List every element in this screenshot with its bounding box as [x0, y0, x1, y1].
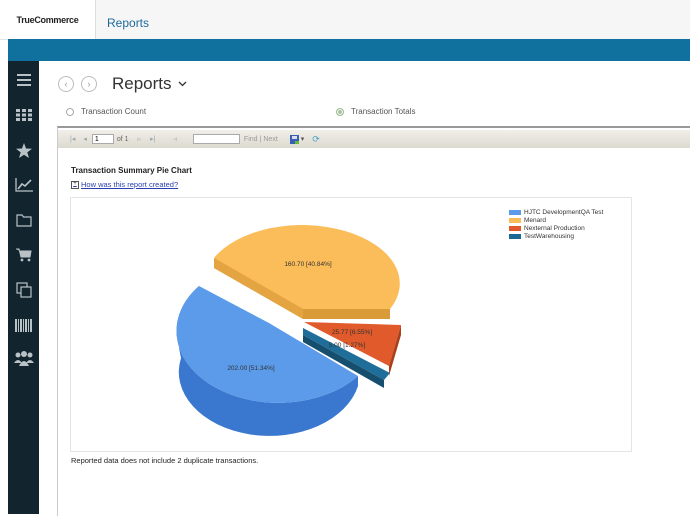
- legend-swatch: [509, 217, 521, 223]
- report-info-link[interactable]: + How was this report created?: [71, 180, 178, 189]
- chart-line-icon[interactable]: [8, 173, 39, 197]
- legend-label: Nexternal Production: [524, 224, 585, 232]
- radio-transaction-count[interactable]: Transaction Count: [66, 107, 146, 116]
- legend-swatch: [509, 209, 521, 215]
- last-page-button[interactable]: ▸|: [150, 136, 156, 143]
- legend-label: HJTC DevelopmentQA Test: [524, 208, 604, 216]
- report-viewer: |◂ ◂ of 1 ▹ ▸| ◃ Find | Next ▾ ⟳ Transac…: [57, 126, 690, 516]
- refresh-icon[interactable]: ⟳: [312, 133, 320, 144]
- export-button[interactable]: ▾: [289, 134, 305, 144]
- slice-hjtc: [176, 286, 358, 436]
- find-button[interactable]: Find: [243, 135, 258, 143]
- legend-label: TestWarehousing: [524, 232, 574, 240]
- legend-item: HJTC DevelopmentQA Test: [509, 208, 603, 216]
- back-button[interactable]: ‹: [58, 76, 74, 92]
- find-separator: |: [259, 135, 262, 143]
- pie-chart-graphic: 160.70 [40.84%] 202.00 [51.34%] 25.77 [6…: [176, 225, 401, 436]
- barcode-icon[interactable]: [8, 313, 39, 337]
- copy-icon[interactable]: [8, 278, 39, 302]
- title-row: ‹ › Reports: [58, 73, 187, 95]
- legend-item: Nexternal Production: [509, 224, 603, 232]
- page-title[interactable]: Reports: [112, 74, 172, 93]
- hamburger-icon[interactable]: [8, 68, 39, 92]
- label-menard: 160.70 [40.84%]: [284, 261, 332, 268]
- folder-icon[interactable]: [8, 208, 39, 232]
- radio-transaction-totals[interactable]: Transaction Totals: [336, 107, 415, 116]
- chevron-left-icon: ‹: [64, 79, 68, 89]
- dropdown-arrow-icon: ▾: [300, 136, 305, 143]
- radio-button-checked[interactable]: [336, 107, 344, 116]
- report-footnote: Reported data does not include 2 duplica…: [71, 456, 259, 465]
- first-page-button[interactable]: |◂: [70, 136, 76, 143]
- find-input[interactable]: [192, 134, 240, 144]
- page-count-label: of 1: [116, 135, 129, 143]
- chart-legend: HJTC DevelopmentQA Test Menard Nexternal…: [509, 208, 603, 240]
- radio-label: Transaction Count: [81, 107, 147, 116]
- slice-nexternal: [304, 322, 401, 376]
- label-nexternal: 25.77 [6.55%]: [332, 329, 372, 336]
- cart-icon[interactable]: [8, 243, 39, 267]
- prev-page-button[interactable]: ◂: [83, 136, 87, 143]
- blue-banner: [8, 39, 690, 61]
- page-number-input[interactable]: [91, 134, 114, 144]
- legend-swatch: [509, 233, 521, 239]
- pie-chart: 160.70 [40.84%] 202.00 [51.34%] 25.77 [6…: [70, 197, 632, 452]
- save-disk-icon: [289, 134, 299, 144]
- grid-icon[interactable]: [8, 103, 39, 127]
- forward-button[interactable]: ›: [81, 76, 97, 92]
- label-hjtc: 202.00 [51.34%]: [227, 365, 275, 372]
- sidebar: [8, 61, 39, 514]
- report-title: Transaction Summary Pie Chart: [71, 166, 192, 175]
- find-next-button[interactable]: Next: [263, 135, 278, 143]
- users-icon[interactable]: [8, 347, 39, 371]
- slice-menard: [214, 225, 400, 319]
- radio-label: Transaction Totals: [351, 107, 416, 116]
- star-icon[interactable]: [8, 138, 39, 162]
- expand-icon[interactable]: +: [71, 180, 79, 189]
- legend-label: Menard: [524, 216, 547, 224]
- report-info-link-text[interactable]: How was this report created?: [81, 180, 179, 189]
- report-toolbar: |◂ ◂ of 1 ▹ ▸| ◃ Find | Next ▾ ⟳: [58, 130, 690, 148]
- radio-button[interactable]: [66, 107, 74, 116]
- back-to-parent-button[interactable]: ◃: [173, 136, 177, 143]
- chevron-down-icon[interactable]: [178, 78, 187, 90]
- slice-testwarehousing: [303, 328, 390, 388]
- top-bar: TrueCommerce Reports: [0, 0, 690, 40]
- truecommerce-logo[interactable]: TrueCommerce: [0, 0, 96, 39]
- legend-item: TestWarehousing: [509, 232, 603, 240]
- chevron-right-icon: ›: [87, 79, 91, 89]
- legend-item: Menard: [509, 216, 603, 224]
- label-testwarehousing: 5.00 [1.27%]: [329, 342, 366, 349]
- next-page-button[interactable]: ▹: [137, 136, 142, 143]
- legend-swatch: [509, 225, 521, 231]
- app-title: Reports: [107, 16, 150, 30]
